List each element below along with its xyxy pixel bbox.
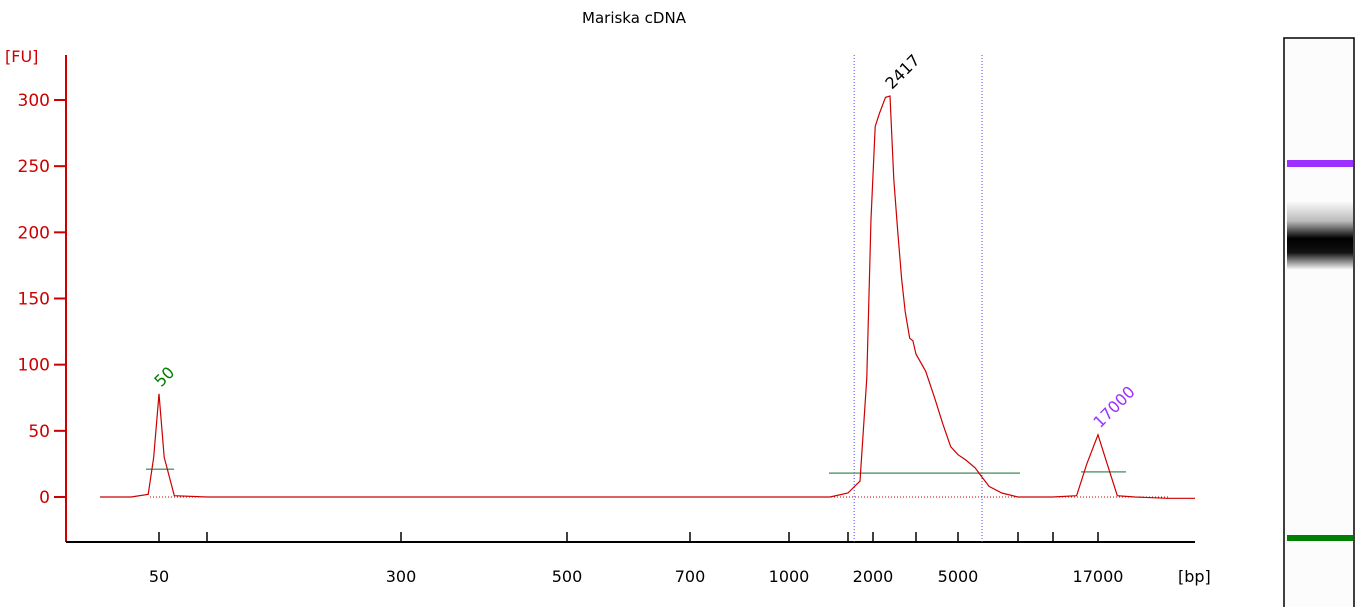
y-tick-label: 0: [39, 488, 50, 508]
peak-labels: 50 2417 17000: [150, 51, 1138, 432]
x-tick-label: 300: [386, 567, 417, 586]
y-tick-label: 250: [18, 157, 50, 177]
x-tick-label: 5000: [938, 567, 979, 586]
y-axis-label: [FU]: [5, 47, 38, 66]
plot-area: [100, 55, 1195, 542]
x-axis: 50 300 500 700 1000 2000 5000 17000: [66, 532, 1195, 586]
x-axis-label: [bp]: [1178, 567, 1211, 586]
gel-band-sample: [1287, 200, 1353, 270]
peak-label: 17000: [1089, 382, 1138, 431]
gel-band-lower-marker: [1287, 535, 1353, 541]
x-tick-label: 2000: [853, 567, 894, 586]
peak-label: 2417: [881, 51, 923, 93]
trace-line: [100, 95, 1195, 499]
x-tick-label: 1000: [769, 567, 810, 586]
y-tick-label: 50: [28, 422, 50, 442]
y-axis: 0 50 100 150 200 250 300: [18, 55, 67, 542]
x-tick-label: 17000: [1073, 567, 1124, 586]
gel-band-upper-marker: [1287, 160, 1353, 167]
y-tick-label: 150: [18, 290, 50, 310]
chart-title: Mariska cDNA: [582, 9, 687, 27]
x-tick-label: 50: [149, 567, 169, 586]
x-tick-label: 700: [675, 567, 706, 586]
gel-lane: [1283, 37, 1355, 607]
y-tick-label: 300: [18, 91, 50, 111]
y-tick-label: 100: [18, 356, 50, 376]
x-tick-label: 500: [552, 567, 583, 586]
peak-label: 50: [150, 363, 178, 391]
y-tick-label: 200: [18, 223, 50, 243]
gel-lane-frame: [1283, 37, 1355, 607]
